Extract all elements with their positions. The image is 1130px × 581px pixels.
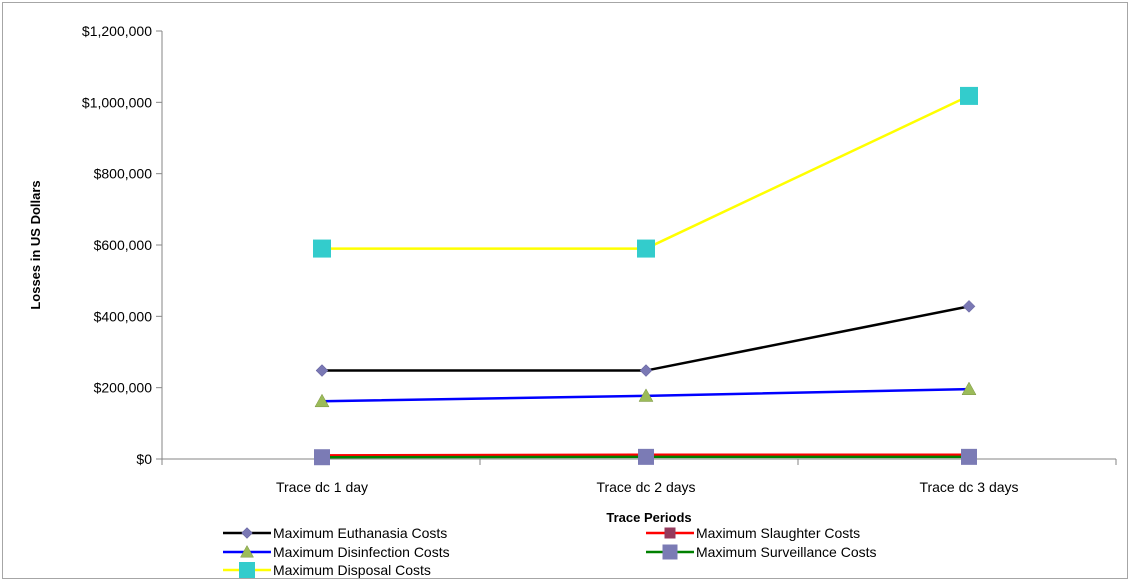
legend-entry: Maximum Euthanasia Costs	[223, 525, 447, 541]
y-tick-label: $800,000	[94, 166, 153, 182]
series-line	[322, 305, 970, 372]
data-point-marker	[315, 364, 329, 377]
y-tick-label: $1,200,000	[82, 23, 152, 39]
data-point-marker	[638, 388, 654, 402]
legend-swatch-marker	[662, 544, 678, 560]
x-tick-label: Trace dc 3 days	[919, 479, 1018, 495]
legend-entry: Maximum Slaughter Costs	[646, 525, 860, 541]
data-point-marker	[313, 239, 331, 258]
x-tick-label: Trace dc 1 day	[276, 479, 368, 495]
legend-label: Maximum Disinfection Costs	[273, 544, 450, 560]
legend-entry: Maximum Disinfection Costs	[223, 544, 450, 560]
x-axis-title: Trace Periods	[606, 510, 691, 525]
data-point-marker	[314, 449, 330, 466]
legend-swatch-marker	[239, 562, 255, 578]
data-point-marker	[961, 448, 977, 465]
x-axis-ticks: Trace dc 1 day Trace dc 2 days Trace dc 3 …	[161, 459, 1117, 495]
legend-label: Maximum Euthanasia Costs	[273, 525, 447, 541]
data-point-marker	[961, 381, 977, 395]
data-point-marker	[960, 86, 978, 105]
legend-swatch-marker	[241, 527, 253, 539]
series-lines	[321, 94, 970, 459]
legend-swatch-marker	[664, 527, 676, 539]
y-tick-label: $600,000	[94, 237, 153, 253]
y-axis-title: Losses in US Dollars	[28, 180, 43, 309]
y-tick-label: $200,000	[94, 380, 153, 396]
data-point-marker	[314, 393, 330, 408]
legend-label: Maximum Disposal Costs	[273, 562, 431, 578]
legend-entry: Maximum Surveillance Costs	[646, 544, 877, 560]
legend-label: Maximum Surveillance Costs	[696, 544, 877, 560]
plot-area: $0 $200,000 $400,000 $600,000 $800,000 $1,000…	[82, 23, 1117, 495]
legend-entry: Maximum Disposal Costs	[223, 562, 431, 578]
series-markers	[313, 86, 978, 466]
y-axis-ticks: $0 $200,000 $400,000 $600,000 $800,000 $1,000…	[82, 23, 162, 467]
y-tick-label: $1,000,000	[82, 94, 152, 110]
legend: Maximum Euthanasia Costs Maximum Slaughte…	[223, 525, 877, 578]
data-point-marker	[637, 239, 655, 258]
data-point-marker	[639, 364, 653, 377]
data-point-marker	[962, 299, 976, 313]
legend-swatch-marker	[240, 544, 254, 558]
data-point-marker	[638, 448, 654, 465]
legend-label: Maximum Slaughter Costs	[696, 525, 860, 541]
y-tick-label: $0	[136, 451, 152, 467]
y-tick-label: $400,000	[94, 308, 153, 324]
x-tick-label: Trace dc 2 days	[596, 479, 695, 495]
series-line	[322, 94, 970, 250]
